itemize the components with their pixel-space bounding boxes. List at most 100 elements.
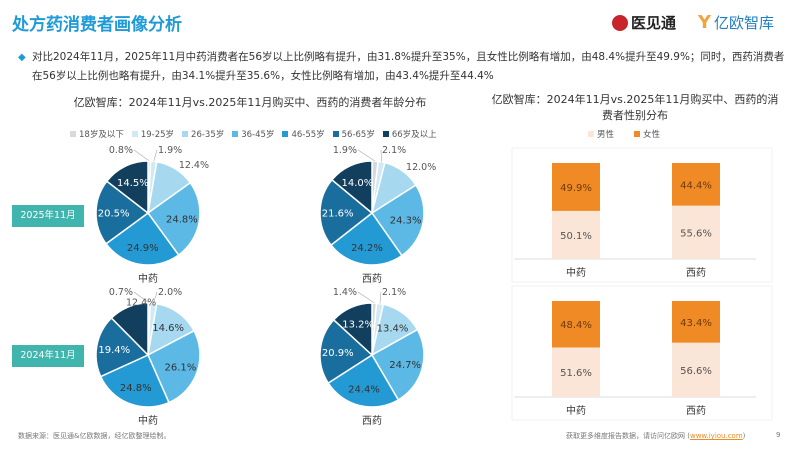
bar-male	[672, 205, 720, 259]
bar-category-label: 中药	[566, 266, 586, 279]
bar-category-label: 西药	[686, 405, 706, 417]
age-chart-title: 亿欧智库：2024年11月vs.2025年11月购买中、西药的消费者年龄分布	[73, 96, 427, 109]
leader-line	[380, 149, 382, 162]
data-label: 50.1%	[560, 231, 592, 242]
data-label: 12.0%	[406, 162, 436, 173]
period-badge-2025: 2025年11月	[12, 205, 84, 227]
page-number: 9	[776, 431, 781, 439]
close-paren: )	[742, 432, 746, 440]
data-label: 20.9%	[322, 348, 354, 359]
more-text: 获取更多维度报告数据，请访问亿欧网 (	[566, 432, 690, 440]
data-label: 21.6%	[322, 209, 354, 220]
data-label: 14.6%	[152, 323, 184, 334]
bar-female	[552, 301, 600, 348]
data-label: 24.8%	[166, 214, 198, 225]
summary-content: 对比2024年11月，2025年11月中药消费者在56岁以上比例略有提升，由31…	[32, 51, 785, 82]
data-label: 1.9%	[158, 145, 182, 156]
legend-label: 19-25岁	[140, 130, 175, 140]
gender-legend: 男性 女性	[588, 128, 660, 140]
bar-female	[672, 301, 720, 343]
legend-item: 66岁及以上	[382, 128, 437, 140]
pie-slice	[147, 329, 201, 404]
data-label: 12.4%	[126, 297, 156, 308]
iyiou-link[interactable]: www.iyiou.com	[689, 432, 743, 440]
legend-swatch	[70, 131, 76, 137]
data-label: 24.9%	[127, 243, 159, 254]
legend-item: 男性	[588, 128, 614, 140]
legend-label: 18岁及以下	[79, 130, 124, 140]
data-label: 24.3%	[390, 216, 422, 227]
pie-category-label: 中药	[138, 272, 158, 285]
legend-swatch	[182, 131, 189, 137]
pie-slice	[95, 316, 150, 378]
data-label: 13.2%	[342, 320, 374, 331]
iyiou-logo: Y 亿欧智库	[698, 12, 774, 33]
legend-label: 男性	[597, 130, 615, 140]
pie-slice	[99, 354, 170, 408]
age-legend: 18岁及以下 19-25岁 26-35岁 36-45岁 46-55岁 56-65岁 66岁及…	[70, 128, 437, 140]
leader-line	[133, 291, 150, 304]
bar-category-label: 西药	[686, 267, 706, 279]
logo-mark-icon	[612, 14, 628, 31]
chart-panel-border	[511, 147, 773, 283]
data-label: 24.8%	[120, 383, 152, 394]
bar-category-label: 中药	[566, 404, 586, 417]
period-badge-2024: 2024年11月	[12, 345, 84, 367]
pie-slice	[105, 211, 180, 266]
pie-slice	[330, 160, 373, 215]
data-label: 49.9%	[560, 183, 592, 194]
data-label: 48.4%	[560, 320, 592, 331]
legend-swatch	[232, 131, 239, 137]
pie-slice	[146, 181, 201, 257]
leader-line	[153, 149, 158, 162]
data-label: 2.0%	[158, 287, 182, 298]
pie-slice	[110, 302, 149, 357]
pie-category-label: 西药	[362, 415, 382, 427]
data-label: 44.4%	[680, 180, 712, 191]
legend-item: 46-55岁	[282, 128, 325, 140]
legend-swatch	[332, 131, 339, 137]
pie-slice	[332, 302, 373, 357]
pie-slice	[370, 184, 425, 257]
gender-chart-title: 亿欧智库：2024年11月vs.2025年11月购买中、西药的消费者性别分布	[491, 93, 779, 122]
more-info-note: 获取更多维度报告数据，请访问亿欧网 (www.iyiou.com)	[566, 431, 745, 441]
data-label: 24.7%	[389, 360, 421, 371]
summary-text: ◆ 对比2024年11月，2025年11月中药消费者在56岁以上比例略有提升，由3…	[18, 48, 788, 86]
legend-swatch	[634, 131, 641, 137]
data-label: 20.5%	[98, 209, 130, 220]
legend-swatch	[382, 131, 389, 137]
legend-swatch	[588, 131, 594, 137]
pie-slice	[329, 211, 403, 266]
logo-text: 亿欧智库	[714, 14, 775, 32]
data-label: 14.0%	[342, 178, 374, 189]
data-label: 43.4%	[680, 318, 712, 329]
legend-item: 56-65岁	[332, 128, 375, 140]
data-label: 0.8%	[109, 145, 133, 156]
legend-item: 36-45岁	[232, 128, 274, 140]
legend-item: 19-25岁	[131, 128, 175, 140]
data-label: 0.7%	[109, 287, 133, 298]
data-label: 19.4%	[98, 345, 130, 356]
source-note: 数据来源：医见通&亿欧数据，经亿欧整理绘制。	[18, 432, 171, 440]
data-label: 51.6%	[560, 368, 592, 379]
logo-text: 医见通	[631, 14, 677, 32]
bar-female	[552, 163, 600, 211]
data-label: 26.1%	[165, 362, 197, 373]
legend-item: 26-35岁	[182, 128, 224, 140]
pie-slice	[319, 318, 374, 385]
data-label: 14.5%	[117, 178, 149, 189]
bar-male	[672, 342, 720, 397]
legend-label: 46-55岁	[291, 130, 325, 140]
diamond-bullet-icon: ◆	[18, 52, 26, 63]
data-label: 55.6%	[680, 228, 712, 239]
data-label: 13.4%	[377, 323, 409, 334]
page-title: 处方药消费者画像分析	[12, 15, 182, 35]
data-label: 24.4%	[348, 384, 380, 395]
data-label: 24.2%	[351, 243, 383, 254]
pie-slice	[95, 180, 150, 245]
pie-slice	[370, 328, 425, 401]
logo-mark-icon: Y	[698, 12, 712, 33]
leader-line	[357, 149, 376, 162]
bar-female	[672, 163, 720, 206]
pie-slice	[319, 178, 374, 247]
